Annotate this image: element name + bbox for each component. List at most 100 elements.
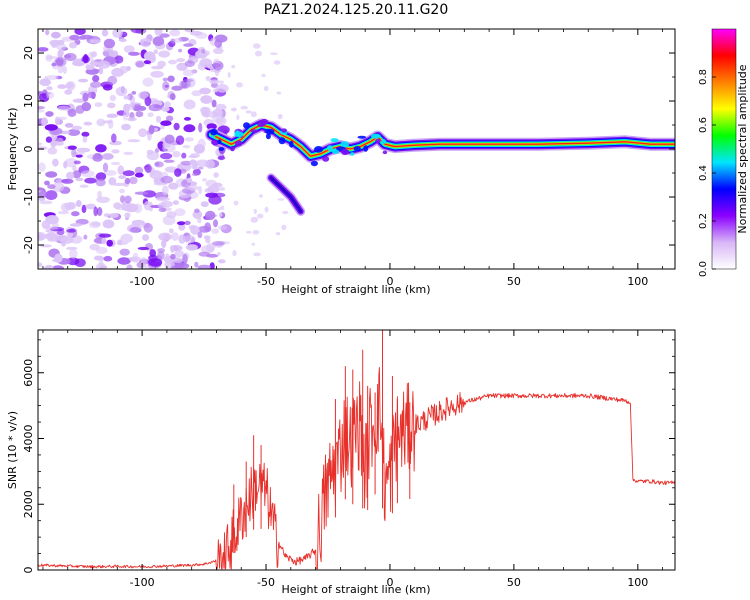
ridge-blob	[234, 140, 243, 147]
noise-blob	[46, 75, 59, 80]
noise-blob	[95, 247, 108, 254]
noise-blob	[38, 109, 45, 113]
noise-blob	[273, 60, 281, 65]
noise-blob	[81, 131, 90, 137]
noise-blob	[143, 201, 152, 211]
noise-blob	[39, 200, 53, 205]
colorbar-label: Normalized spectral amplitude	[736, 64, 749, 233]
noise-blob	[57, 211, 69, 215]
noise-blob	[245, 110, 252, 114]
noise-blob	[137, 91, 149, 100]
noise-blob	[64, 123, 74, 128]
noise-blob	[232, 249, 237, 257]
noise-blob	[83, 121, 93, 126]
ridge-blob	[370, 133, 381, 139]
noise-blob	[102, 84, 113, 91]
noise-blob	[197, 217, 202, 224]
colorbar-tick-label: 0.4	[698, 165, 709, 181]
noise-blob	[174, 208, 186, 217]
noise-blob	[165, 253, 170, 260]
noise-blob	[46, 86, 53, 91]
noise-blob	[182, 69, 195, 77]
noise-blob	[217, 207, 222, 211]
x-tick-label: 100	[627, 576, 648, 589]
ridge-blob	[322, 156, 330, 162]
noise-blob	[184, 60, 195, 67]
noise-blob	[183, 43, 194, 47]
ridge-blob	[257, 121, 266, 128]
figure-title: PAZ1.2024.125.20.11.G20	[264, 2, 449, 18]
noise-blob	[197, 166, 204, 170]
noise-blob	[158, 207, 167, 213]
noise-blob	[157, 60, 166, 68]
noise-blob	[72, 60, 85, 67]
noise-blob	[251, 242, 256, 246]
noise-blob	[95, 178, 106, 187]
noise-blob	[135, 61, 145, 68]
noise-blob	[69, 249, 78, 259]
ridge-blob	[382, 150, 388, 155]
noise-blob	[132, 252, 139, 261]
y-tick-label: 10	[22, 94, 35, 108]
noise-blob	[111, 149, 120, 154]
noise-blob	[103, 213, 111, 217]
noise-blob	[143, 60, 151, 65]
y-tick-label: -20	[22, 236, 35, 254]
noise-blob	[117, 257, 131, 265]
noise-blob	[118, 38, 127, 42]
noise-blob	[95, 144, 107, 153]
noise-blob	[147, 112, 154, 117]
noise-blob	[165, 115, 174, 122]
noise-blob	[146, 151, 160, 161]
noise-blob	[101, 237, 107, 245]
noise-blob	[215, 117, 227, 125]
noise-blob	[64, 158, 78, 168]
noise-blob	[168, 59, 178, 65]
noise-blob	[38, 233, 44, 241]
ridge-blob	[375, 138, 381, 144]
noise-blob	[164, 101, 171, 108]
noise-blob	[89, 61, 99, 66]
noise-blob	[124, 203, 139, 213]
x-tick-label: -100	[130, 275, 155, 288]
noise-blob	[72, 165, 77, 172]
noise-blob	[160, 120, 172, 126]
noise-blob	[129, 227, 141, 233]
noise-blob	[210, 245, 216, 248]
noise-blob	[198, 122, 203, 133]
noise-blob	[276, 91, 282, 95]
noise-blob	[133, 104, 142, 112]
ridge-blob	[243, 122, 250, 129]
noise-blob	[51, 31, 61, 39]
noise-blob	[231, 64, 236, 69]
ridge-blob	[265, 128, 275, 135]
noise-blob	[183, 99, 196, 110]
x-tick-label: -100	[130, 576, 155, 589]
noise-blob	[160, 175, 174, 184]
ridge-blob	[230, 145, 235, 152]
noise-blob	[213, 172, 219, 178]
noise-blob	[44, 180, 50, 186]
noise-blob	[183, 79, 194, 82]
noise-blob	[195, 159, 210, 167]
noise-blob	[144, 96, 152, 107]
ridge-blob	[380, 139, 387, 145]
noise-blob	[168, 182, 179, 190]
noise-blob	[178, 223, 186, 231]
snr-frame	[37, 329, 676, 571]
noise-blob	[57, 105, 71, 111]
noise-blob	[199, 87, 211, 95]
x-tick-label: 50	[507, 576, 521, 589]
noise-blob	[252, 43, 261, 49]
noise-blob	[120, 195, 125, 204]
noise-blob	[108, 50, 119, 58]
noise-blob	[197, 46, 206, 54]
noise-blob	[153, 49, 158, 55]
noise-blob	[195, 32, 208, 39]
noise-blob	[177, 221, 186, 226]
noise-blob	[256, 213, 264, 219]
noise-blob	[129, 176, 138, 185]
noise-blob	[212, 241, 225, 246]
noise-blob	[171, 85, 183, 91]
